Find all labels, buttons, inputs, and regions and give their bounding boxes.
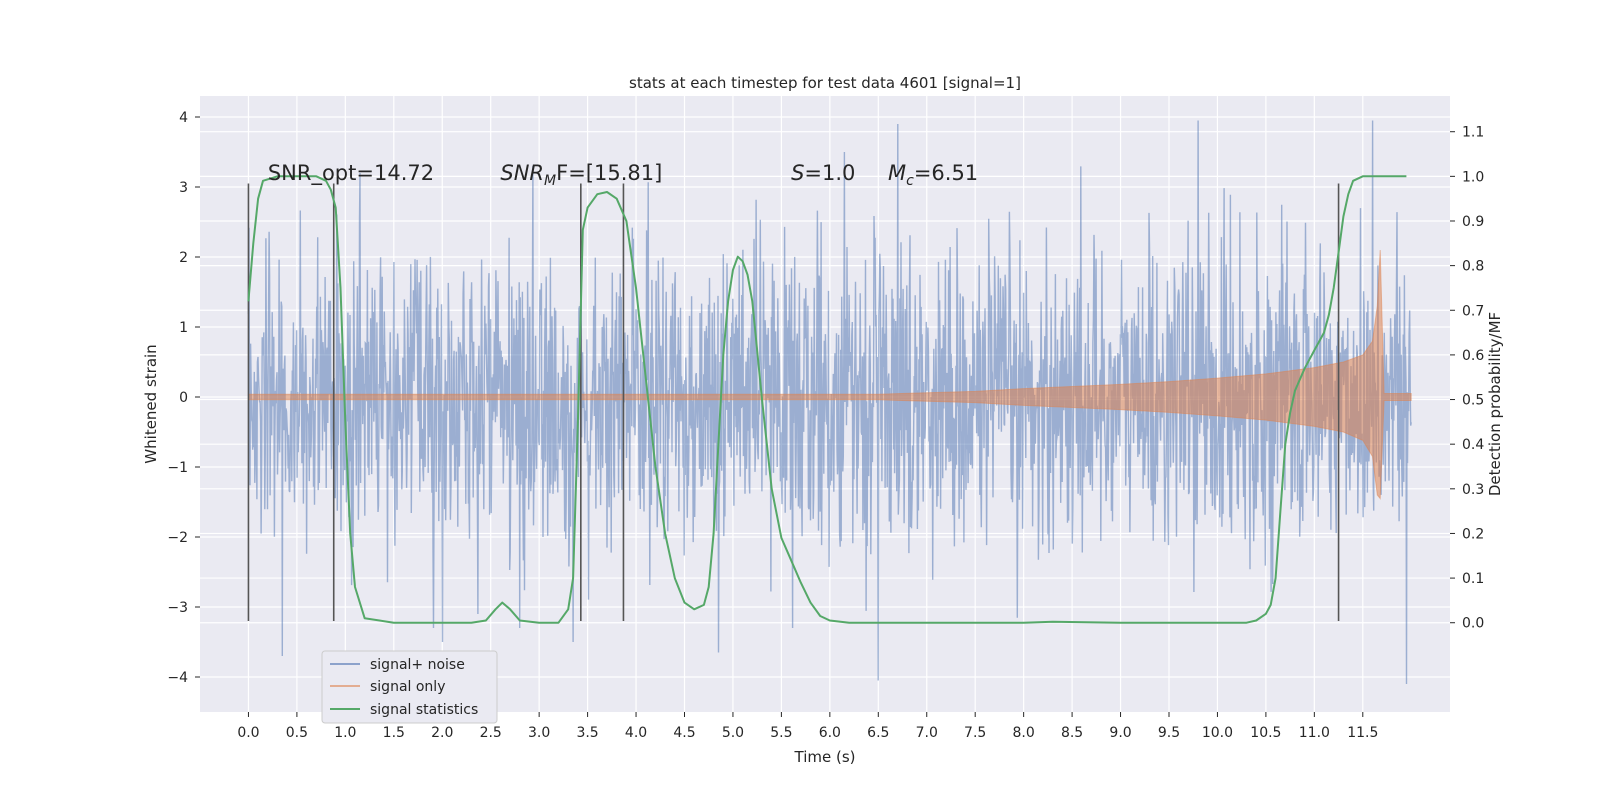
x-tick-label: 0.5 — [286, 725, 308, 741]
x-tick-label: 4.0 — [625, 725, 647, 741]
series-signal-statistics — [247, 175, 1407, 624]
x-axis-title: Time (s) — [794, 748, 856, 766]
y-right-tick-label: 0.1 — [1462, 571, 1484, 587]
annotation-0: SNR_opt=14.72 — [268, 161, 434, 186]
y-left-tick-label: 2 — [179, 250, 188, 266]
series-signal-plus-noise — [247, 120, 1412, 685]
x-tick-label: 5.5 — [770, 725, 792, 741]
y-right-tick-label: 1.1 — [1462, 125, 1484, 141]
y-left-tick-label: 1 — [179, 320, 188, 336]
y-right-tick-label: 0.2 — [1462, 526, 1484, 542]
vertical-markers — [247, 183, 1340, 621]
x-tick-label: 10.0 — [1202, 725, 1233, 741]
annotation-3: Mc=6.51 — [888, 161, 978, 189]
x-tick-label: 1.5 — [383, 725, 405, 741]
x-tick-label: 8.5 — [1061, 725, 1083, 741]
x-tick-label: 4.5 — [673, 725, 695, 741]
legend-box — [321, 650, 498, 724]
y-axis-right-label: Detection probability/MF — [1486, 312, 1504, 496]
x-tick-label: 10.5 — [1250, 725, 1281, 741]
y-left-tick-label: −1 — [167, 460, 188, 476]
signal-plus-noise-line — [247, 120, 1412, 685]
y-right-tick-label: 0.6 — [1462, 348, 1484, 364]
x-tick-label: 6.0 — [819, 725, 841, 741]
y-right-tick-label: 1.0 — [1462, 169, 1484, 185]
y-left-tick-label: 3 — [179, 180, 188, 196]
tick-labels: 0.0 0.5 1.0 1.5 2.0 2.5 3.0 3.5 4.0 4.5 5.0 5.5 6.0 6… — [167, 110, 1484, 741]
signal-statistics-line — [247, 175, 1407, 624]
x-tick-label: 8.0 — [1013, 725, 1035, 741]
chart-title: stats at each timestep for test data 460… — [629, 74, 1021, 92]
legend-label-signal-only: signal only — [370, 679, 445, 695]
x-tick-label: 6.5 — [867, 725, 889, 741]
y-axis-left-label: Whitened strain — [142, 344, 160, 463]
y-right-tick-label: 0.3 — [1462, 482, 1484, 498]
legend: signal+ noise signal only signal statist… — [321, 650, 498, 724]
y-left-tick-label: 0 — [179, 390, 188, 406]
y-right-tick-label: 0.0 — [1462, 616, 1484, 632]
x-tick-label: 9.0 — [1109, 725, 1131, 741]
x-tick-label: 0.0 — [237, 725, 259, 741]
x-tick-label: 7.0 — [916, 725, 938, 741]
x-tick-label: 1.0 — [334, 725, 356, 741]
series-signal-only — [247, 249, 1412, 500]
signal-only-envelope — [247, 249, 1412, 500]
x-tick-label: 5.0 — [722, 725, 744, 741]
annotation-2: S=1.0 — [791, 161, 855, 185]
y-left-tick-label: 4 — [179, 110, 188, 126]
x-tick-label: 2.5 — [480, 725, 502, 741]
x-tick-label: 3.5 — [576, 725, 598, 741]
x-tick-label: 2.0 — [431, 725, 453, 741]
y-right-tick-label: 0.5 — [1462, 393, 1484, 409]
legend-label-signal-statistics: signal statistics — [370, 702, 478, 718]
y-right-tick-label: 0.8 — [1462, 259, 1484, 275]
y-right-tick-label: 0.9 — [1462, 214, 1484, 230]
x-tick-label: 11.5 — [1347, 725, 1378, 741]
x-tick-label: 11.0 — [1299, 725, 1330, 741]
y-left-tick-label: −2 — [167, 530, 188, 546]
x-tick-label: 3.0 — [528, 725, 550, 741]
x-tick-label: 9.5 — [1158, 725, 1180, 741]
y-right-tick-label: 0.7 — [1462, 303, 1484, 319]
y-left-tick-label: −3 — [167, 600, 188, 616]
y-right-tick-label: 0.4 — [1462, 437, 1484, 453]
y-left-tick-label: −4 — [167, 670, 188, 686]
annotations: SNR_opt=14.72 SNRMF=[15.81] S=1.0 Mc=6.51 — [268, 161, 978, 189]
annotation-1: SNRMF=[15.81] — [500, 161, 662, 189]
x-tick-label: 7.5 — [964, 725, 986, 741]
legend-label-signal-plus-noise: signal+ noise — [370, 657, 465, 673]
